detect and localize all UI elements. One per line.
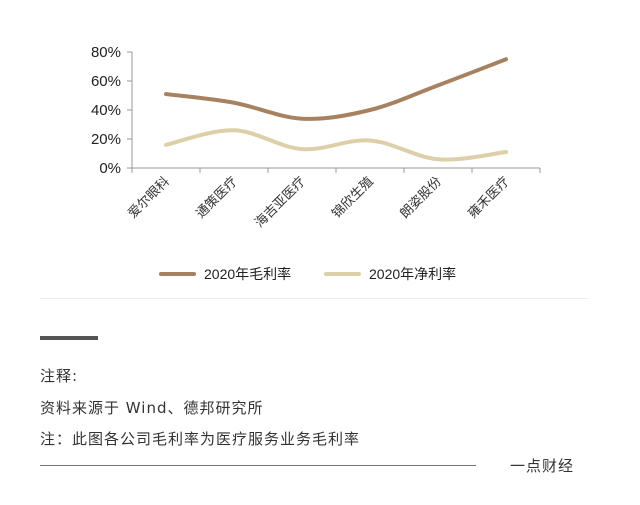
y-tick-label: 40% [91,102,121,119]
legend-label-2: 2020年净利率 [369,266,456,282]
legend: 2020年毛利率 2020年净利率 [159,266,456,282]
x-category-label: 雍禾医疗 [465,174,513,222]
section-rule [40,336,98,340]
x-category-label: 通策医疗 [193,174,241,222]
x-category-label: 朗姿股份 [397,174,445,222]
y-tick-label: 80% [91,44,121,61]
y-tick-label: 0% [99,160,121,177]
x-category-label: 锦欣生殖 [329,174,377,222]
brand-label: 一点财经 [510,457,575,475]
footer-rule [40,465,476,466]
series-line-1 [164,57,508,121]
y-tick-label: 20% [91,131,121,148]
line-chart: 80% 60% 40% 20% 0% 爱尔眼科 通策医疗 海吉亚医疗 锦欣生殖 朗姿股份 雍禾医疗… [91,44,541,282]
notes-title: 注释: [40,367,79,385]
x-category-label: 海吉亚医疗 [252,174,309,231]
chart-divider [40,298,588,299]
x-category-label: 爱尔眼科 [125,174,172,221]
notes-text: 注：此图各公司毛利率为医疗服务业务毛利率 [40,430,361,448]
notes-source: 资料来源于 Wind、德邦研究所 [40,399,264,417]
legend-label-1: 2020年毛利率 [204,266,291,282]
series-line-2 [164,128,508,162]
y-tick-label: 60% [91,73,121,90]
